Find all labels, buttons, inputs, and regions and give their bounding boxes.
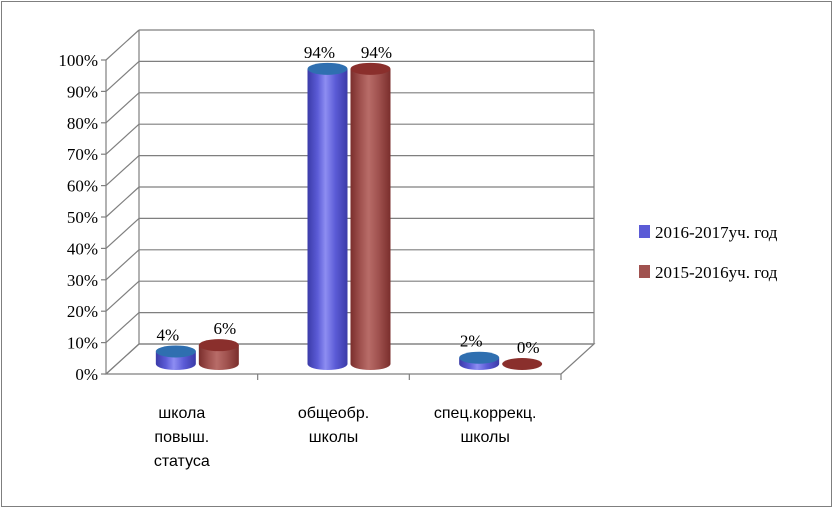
x-tick-label-line: повыш. <box>154 429 209 446</box>
bar-top <box>198 339 239 352</box>
gridline-side <box>105 123 140 155</box>
legend-label: 2015-2016уч. год <box>655 263 778 282</box>
bar-0-0 <box>155 345 196 370</box>
x-tick-label-line: общеобр. <box>298 405 369 422</box>
legend-swatch <box>639 225 650 238</box>
bar-1-0 <box>198 339 239 370</box>
gridline-side <box>105 343 140 375</box>
data-label: 94% <box>361 43 392 62</box>
gridline-side <box>105 312 140 344</box>
bar-0-2 <box>459 351 500 370</box>
x-tick-label-line: спец.коррекц. <box>434 405 537 422</box>
gridline-side <box>105 249 140 281</box>
data-label: 2% <box>460 332 483 351</box>
bar-top <box>459 351 500 364</box>
data-label: 6% <box>213 319 236 338</box>
y-tick-label: 30% <box>67 271 98 290</box>
legend-label: 2016-2017уч. год <box>655 223 778 242</box>
bar-1-1 <box>350 62 391 370</box>
legend-swatch <box>639 265 650 278</box>
gridline-side <box>105 92 140 124</box>
y-tick-label: 10% <box>67 334 98 353</box>
bar-top <box>155 345 196 358</box>
y-tick-label: 70% <box>67 145 98 164</box>
data-label: 4% <box>156 325 179 344</box>
y-tick-label: 90% <box>67 82 98 101</box>
gridline-side <box>105 217 140 249</box>
x-tick-label: общеобр. школы <box>298 405 369 446</box>
y-tick-label: 0% <box>75 365 98 384</box>
bar-top <box>502 358 543 370</box>
y-tick-label: 20% <box>67 302 98 321</box>
y-tick-label: 80% <box>67 114 98 133</box>
gridline-side <box>105 60 140 92</box>
y-tick-label: 100% <box>58 51 98 70</box>
x-tick-label: спец.коррекц. школы <box>434 405 537 446</box>
gridline-side <box>105 186 140 218</box>
bar-1-2 <box>502 358 543 370</box>
data-label: 0% <box>517 338 540 357</box>
y-tick-label: 40% <box>67 239 98 258</box>
x-tick-label-line: школы <box>460 429 509 446</box>
gridline-side <box>105 29 140 61</box>
bar-top <box>350 62 391 75</box>
x-tick-label-line: статуса <box>154 453 210 470</box>
bar-top <box>307 62 348 75</box>
x-tick-label: школа повыш. статуса <box>154 405 210 470</box>
y-tick-label: 50% <box>67 208 98 227</box>
bar-body <box>350 68 391 370</box>
data-label: 94% <box>304 43 335 62</box>
x-tick-label-line: школы <box>309 429 358 446</box>
bar-0-1 <box>307 62 348 370</box>
bar-body <box>307 68 348 370</box>
gridline-side <box>105 155 140 187</box>
bar-body <box>198 345 239 370</box>
gridline-side <box>105 280 140 312</box>
y-tick-label: 60% <box>67 177 98 196</box>
x-tick-label-line: школа <box>158 405 205 422</box>
